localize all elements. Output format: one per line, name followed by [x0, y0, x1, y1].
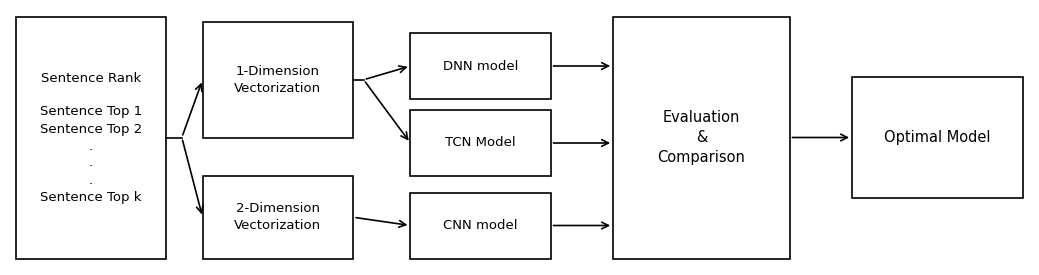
Bar — [410, 192, 551, 258]
Text: DNN model: DNN model — [443, 59, 518, 73]
Bar — [613, 16, 790, 258]
Text: Evaluation
&
Comparison: Evaluation & Comparison — [658, 110, 745, 165]
Bar — [203, 22, 353, 138]
Bar — [410, 33, 551, 99]
Text: 2-Dimension
Vectorization: 2-Dimension Vectorization — [235, 202, 321, 232]
Text: Optimal Model: Optimal Model — [884, 130, 991, 145]
Text: 1-Dimension
Vectorization: 1-Dimension Vectorization — [235, 65, 321, 95]
Text: Sentence Rank

Sentence Top 1
Sentence Top 2
.
.
.
Sentence Top k: Sentence Rank Sentence Top 1 Sentence To… — [39, 72, 142, 204]
Bar — [410, 110, 551, 176]
Bar — [203, 176, 353, 258]
Text: CNN model: CNN model — [444, 219, 517, 232]
Text: TCN Model: TCN Model — [446, 136, 515, 150]
Bar — [852, 77, 1023, 198]
Bar — [16, 16, 166, 258]
